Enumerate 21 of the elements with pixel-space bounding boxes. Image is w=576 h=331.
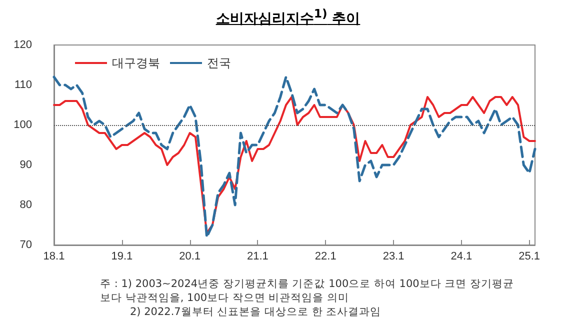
line-series bbox=[52, 76, 536, 238]
y-tick-label: 80 bbox=[20, 199, 32, 211]
x-tick-label: 22.1 bbox=[314, 250, 336, 262]
x-tick-label: 24.1 bbox=[450, 250, 472, 262]
x-tick-label: 23.1 bbox=[382, 250, 404, 262]
text: 주 : 1) 2003~2024년중 장기평균치를 기준값 100으로 하여 100보다 크면 장기평균보다 낙관적임을, 100보다 작으면 비관적임을 의미 bbox=[100, 277, 516, 305]
x-tick-label: 25.1 bbox=[518, 250, 540, 262]
y-tick-label: 120 bbox=[14, 39, 32, 51]
x-tick-label: 18.1 bbox=[43, 250, 65, 262]
line-series bbox=[53, 96, 536, 234]
y-tick-label: 70 bbox=[20, 239, 32, 251]
x-tick-label: 21.1 bbox=[247, 250, 268, 262]
y-tick-label: 100 bbox=[14, 119, 32, 131]
y-tick-label: 90 bbox=[20, 159, 32, 171]
chart-title: 소비자심리지수$^{1)}$ 추이 bbox=[216, 6, 360, 27]
y-tick-label: 110 bbox=[14, 79, 32, 91]
legend-label: 대구경북 bbox=[112, 56, 160, 70]
legend-label: 전국 bbox=[207, 56, 231, 70]
text: 2) 2022.7월부터 신표본을 대상으로 한 조사결과임 bbox=[129, 305, 382, 319]
x-tick-label: 19.1 bbox=[111, 250, 133, 262]
x-tick-label: 20.1 bbox=[179, 250, 201, 262]
